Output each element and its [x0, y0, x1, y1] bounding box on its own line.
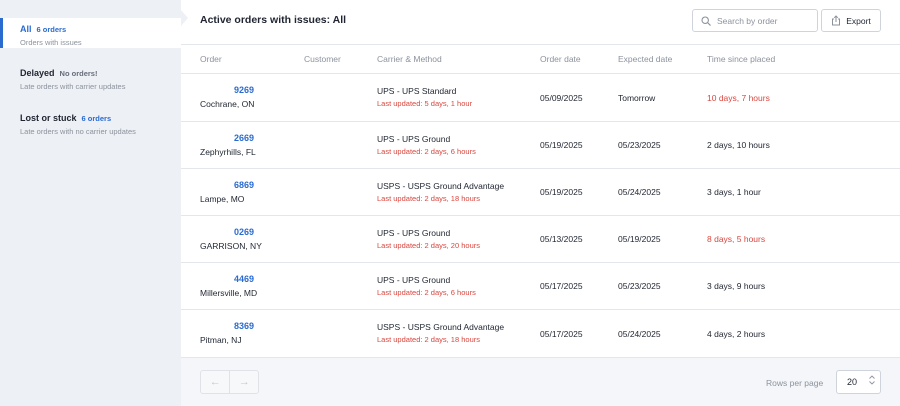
arrow-right-icon: →	[238, 376, 250, 388]
divider	[181, 121, 900, 122]
order-number-link[interactable]: 6869	[233, 180, 254, 190]
rows-per-page-label: Rows per page	[766, 378, 824, 388]
search-input[interactable]	[717, 15, 817, 26]
table-row[interactable]: 0269 GARRISON, NY UPS - UPS Ground Last …	[181, 216, 900, 263]
table-row[interactable]: 2669 Zephyrhills, FL UPS - UPS Ground La…	[181, 122, 900, 169]
order-number-link[interactable]: 0269	[233, 227, 254, 237]
export-icon	[832, 15, 841, 26]
carrier-method: USPS - USPS Ground Advantage	[377, 181, 505, 191]
sidebar-item-count: No orders!	[59, 69, 98, 78]
order-number-link[interactable]: 9269	[233, 85, 254, 95]
column-header-customer: Customer	[304, 54, 341, 64]
sidebar-item-all[interactable]: All 6 orders Orders with issues	[0, 18, 181, 48]
expected-date: 05/24/2025	[618, 187, 661, 197]
order-date: 05/19/2025	[540, 140, 583, 150]
carrier-method: UPS - UPS Ground	[377, 275, 451, 285]
export-button[interactable]: Export	[821, 9, 881, 32]
sidebar-item-delayed[interactable]: Delayed No orders! Late orders with carr…	[0, 68, 181, 94]
divider	[181, 44, 900, 45]
expected-date: Tomorrow	[618, 93, 656, 103]
sidebar: All 6 orders Orders with issues Delayed …	[0, 0, 181, 406]
order-number-link[interactable]: 2669	[233, 133, 254, 143]
order-number-link[interactable]: 4469	[233, 274, 254, 284]
column-header-carrier-method: Carrier & Method	[377, 54, 442, 64]
chevron-up-down-icon	[869, 375, 875, 385]
column-header-order: Order	[200, 54, 222, 64]
table-row[interactable]: 8369 Pitman, NJ USPS - USPS Ground Advan…	[181, 310, 900, 357]
main-panel: Active orders with issues: All Export Or…	[181, 0, 900, 406]
next-page-button[interactable]: →	[229, 371, 258, 393]
divider	[181, 215, 900, 216]
sidebar-item-count: 6 orders	[36, 25, 67, 34]
sidebar-item-description: Orders with issues	[20, 38, 82, 47]
sidebar-item-name: Lost or stuck	[20, 113, 77, 123]
prev-page-button[interactable]: ←	[201, 371, 229, 393]
order-date: 05/19/2025	[540, 187, 583, 197]
expected-date: 05/23/2025	[618, 281, 661, 291]
table-row[interactable]: 4469 Millersville, MD UPS - UPS Ground L…	[181, 263, 900, 310]
customer-city: Cochrane, ON	[200, 99, 255, 109]
carrier-method: USPS - USPS Ground Advantage	[377, 322, 505, 332]
last-updated: Last updated: 2 days, 6 hours	[377, 288, 476, 297]
expected-date: 05/24/2025	[618, 329, 661, 339]
time-since-placed: 2 days, 10 hours	[707, 140, 770, 150]
arrow-left-icon: ←	[209, 376, 221, 388]
time-since-placed: 4 days, 2 hours	[707, 329, 766, 339]
divider	[181, 168, 900, 169]
sidebar-item-count: 6 orders	[81, 114, 112, 123]
customer-city: Zephyrhills, FL	[200, 147, 256, 157]
carrier-method: UPS - UPS Ground	[377, 134, 451, 144]
customer-city: Millersville, MD	[200, 288, 258, 298]
column-header-expected-date: Expected date	[618, 54, 673, 64]
last-updated: Last updated: 2 days, 18 hours	[377, 194, 480, 203]
expected-date: 05/19/2025	[618, 234, 661, 244]
search-icon	[701, 15, 711, 26]
divider	[181, 73, 900, 74]
sidebar-item-name: All	[20, 24, 32, 34]
order-date: 05/13/2025	[540, 234, 583, 244]
order-date: 05/17/2025	[540, 329, 583, 339]
order-number-link[interactable]: 8369	[233, 321, 254, 331]
column-header-time-since-placed: Time since placed	[707, 54, 776, 64]
active-indicator-notch	[181, 10, 188, 26]
order-date: 05/09/2025	[540, 93, 583, 103]
customer-city: Pitman, NJ	[200, 335, 242, 345]
page-title: Active orders with issues: All	[200, 14, 347, 26]
sidebar-item-description: Late orders with carrier updates	[20, 82, 126, 91]
customer-city: Lampe, MO	[200, 194, 245, 204]
search-box[interactable]	[692, 9, 818, 32]
sidebar-item-lost-or-stuck[interactable]: Lost or stuck 6 orders Late orders with …	[0, 113, 181, 139]
expected-date: 05/23/2025	[618, 140, 661, 150]
sidebar-item-name: Delayed	[20, 68, 55, 78]
last-updated: Last updated: 5 days, 1 hour	[377, 99, 473, 108]
table-row[interactable]: 6869 Lampe, MO USPS - USPS Ground Advant…	[181, 169, 900, 216]
time-since-placed: 10 days, 7 hours	[707, 93, 770, 103]
carrier-method: UPS - UPS Standard	[377, 86, 457, 96]
time-since-placed: 3 days, 1 hour	[707, 187, 761, 197]
divider	[181, 262, 900, 263]
rows-per-page-select[interactable]: 20	[836, 370, 881, 394]
last-updated: Last updated: 2 days, 6 hours	[377, 147, 476, 156]
time-since-placed: 3 days, 9 hours	[707, 281, 766, 291]
table-footer: ← → Rows per page 20	[181, 357, 900, 406]
pagination: ← →	[200, 370, 259, 394]
last-updated: Last updated: 2 days, 18 hours	[377, 335, 480, 344]
export-label: Export	[846, 15, 871, 26]
customer-city: GARRISON, NY	[200, 241, 262, 251]
divider	[181, 309, 900, 310]
carrier-method: UPS - UPS Ground	[377, 228, 451, 238]
order-date: 05/17/2025	[540, 281, 583, 291]
sidebar-item-description: Late orders with no carrier updates	[20, 127, 136, 136]
last-updated: Last updated: 2 days, 20 hours	[377, 241, 480, 250]
column-header-order-date: Order date	[540, 54, 581, 64]
table-row[interactable]: 9269 Cochrane, ON UPS - UPS Standard Las…	[181, 74, 900, 121]
time-since-placed: 8 days, 5 hours	[707, 234, 766, 244]
rows-per-page-value: 20	[847, 377, 858, 387]
